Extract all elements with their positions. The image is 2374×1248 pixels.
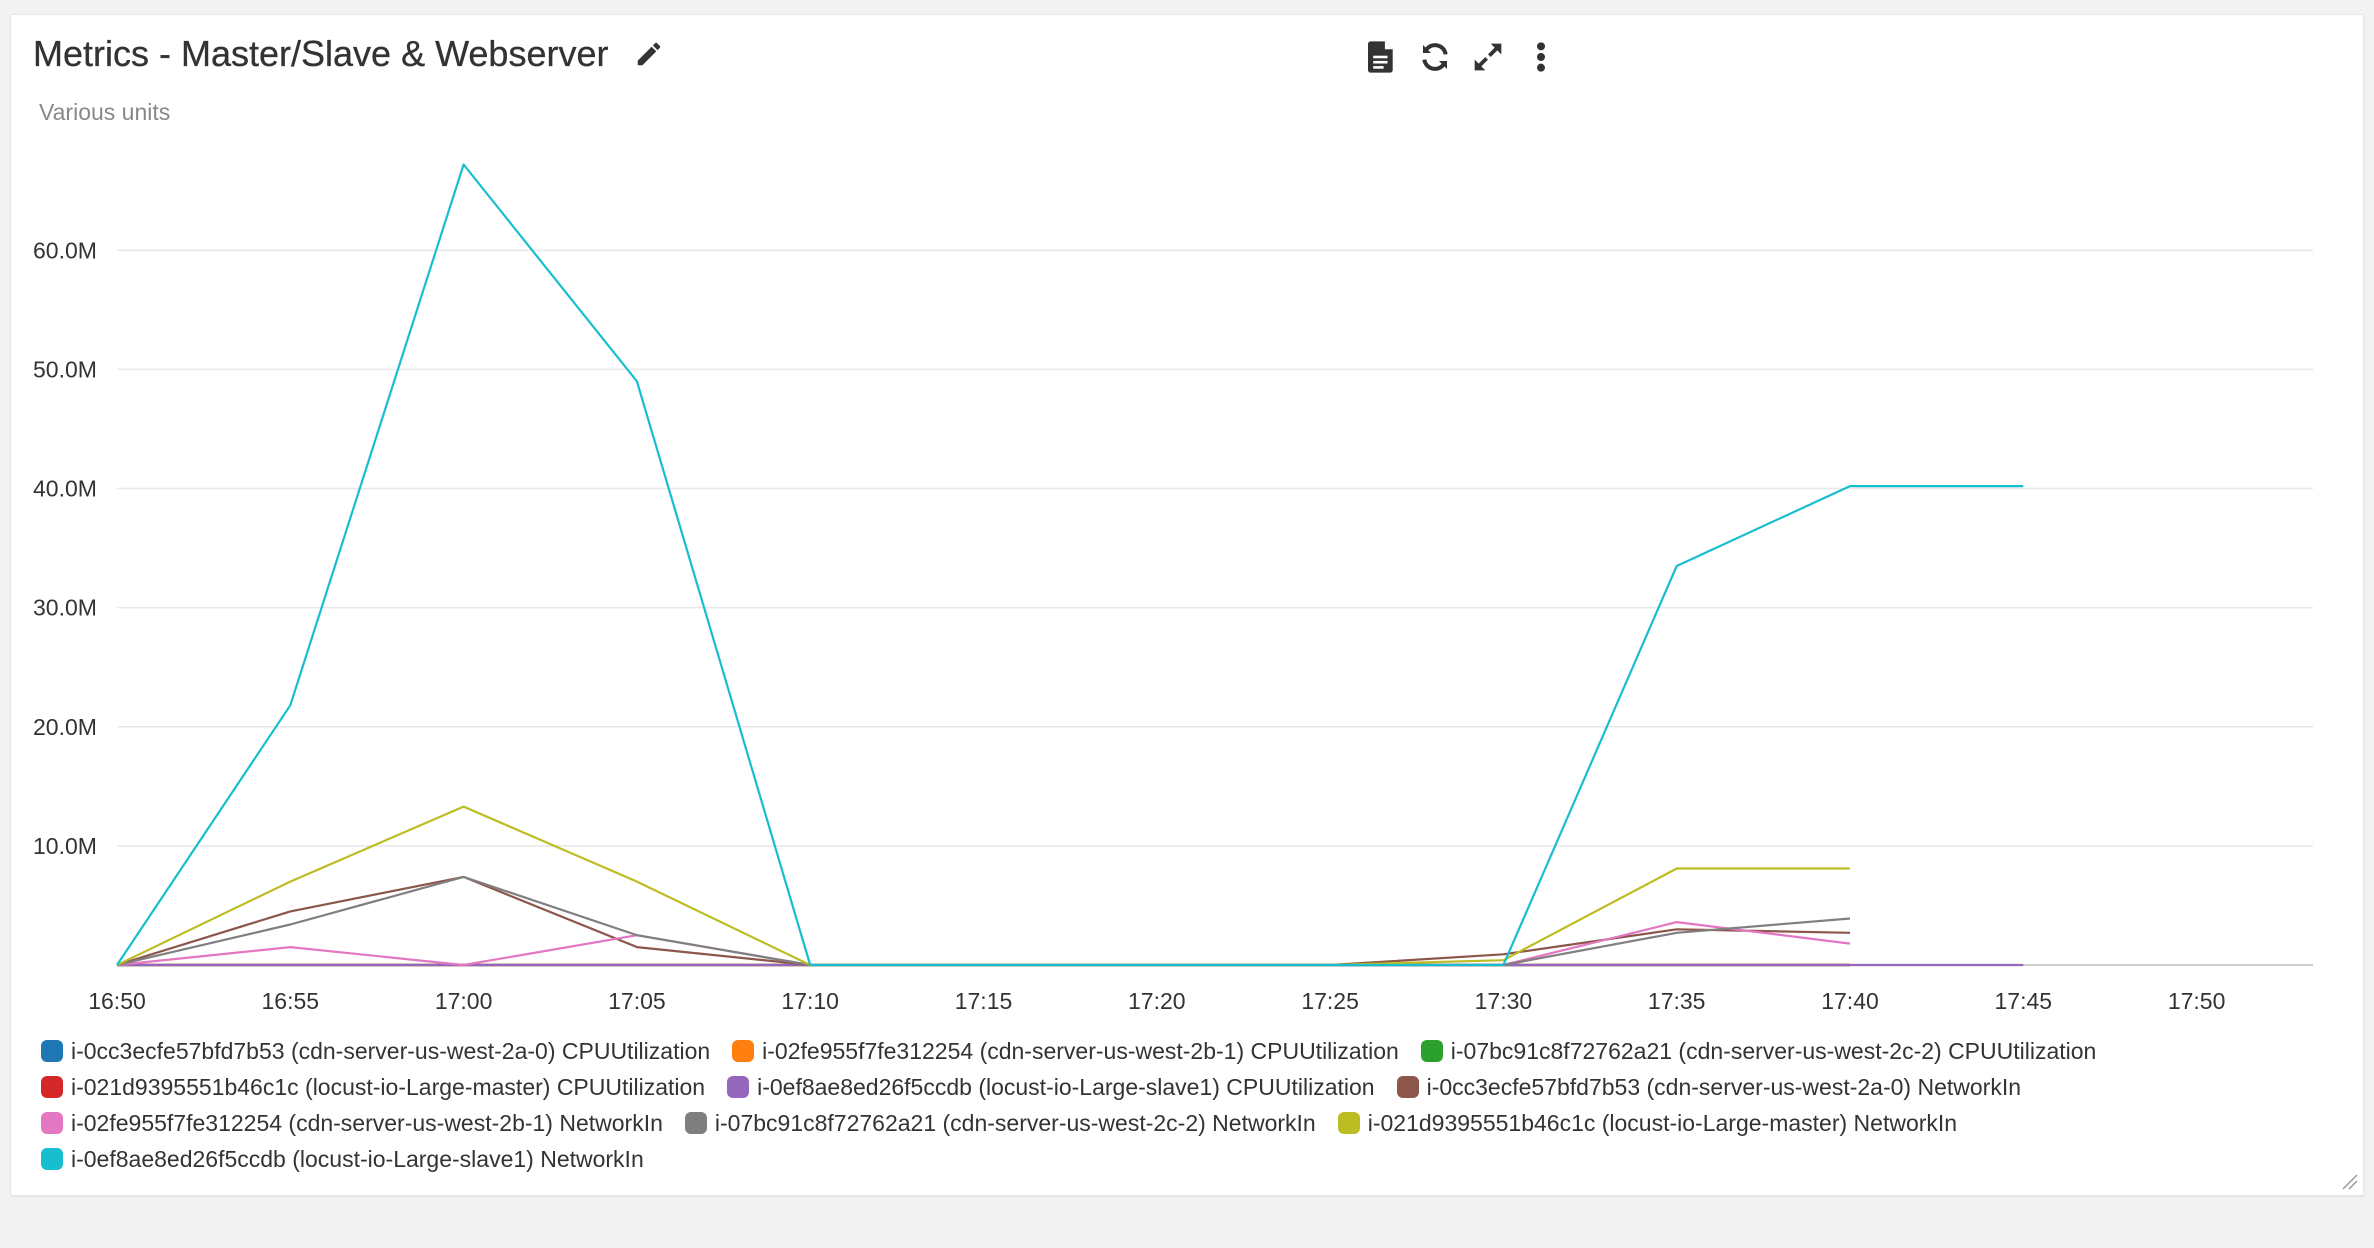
x-tick-label: 17:45 bbox=[1995, 988, 2053, 1014]
legend-label: i-021d9395551b46c1c (locust-io-Large-mas… bbox=[1367, 1109, 1958, 1136]
pencil-icon[interactable] bbox=[634, 39, 664, 69]
legend-label: i-02fe955f7fe312254 (cdn-server-us-west-… bbox=[71, 1109, 663, 1136]
grid-lines bbox=[117, 249, 2313, 847]
legend-swatch bbox=[41, 1040, 63, 1062]
legend-swatch bbox=[732, 1040, 755, 1062]
legend-item[interactable]: i-021d9395551b46c1c (locust-io-Large-mas… bbox=[41, 1074, 705, 1101]
y-tick-label: 60.0M bbox=[33, 237, 97, 263]
x-tick-label: 17:00 bbox=[435, 988, 493, 1014]
more-vertical-icon[interactable] bbox=[1521, 37, 1561, 77]
legend-label: i-0ef8ae8ed26f5ccdb (locust-io-Large-sla… bbox=[757, 1073, 1375, 1100]
legend-swatch bbox=[1396, 1076, 1419, 1098]
legend-swatch bbox=[41, 1148, 63, 1170]
widget-title: Metrics - Master/Slave & Webserver bbox=[33, 33, 609, 74]
refresh-icon[interactable] bbox=[1415, 37, 1455, 77]
legend-item[interactable]: i-021d9395551b46c1c (locust-io-Large-mas… bbox=[1337, 1109, 1958, 1137]
legend-label: i-02fe955f7fe312254 (cdn-server-us-west-… bbox=[762, 1037, 1399, 1064]
x-tick-label: 17:15 bbox=[955, 988, 1013, 1014]
legend-label: i-021d9395551b46c1c (locust-io-Large-mas… bbox=[71, 1073, 706, 1100]
series-lines bbox=[116, 163, 2024, 967]
legend-row: i-021d9395551b46c1c (locust-io-Large-mas… bbox=[41, 1069, 2341, 1105]
legend-label: i-0cc3ecfe57bfd7b53 (cdn-server-us-west-… bbox=[71, 1037, 711, 1064]
document-icon[interactable] bbox=[1361, 37, 1401, 77]
legend-label: i-07bc91c8f72762a21 (cdn-server-us-west-… bbox=[714, 1109, 1316, 1136]
x-tick-label: 16:50 bbox=[88, 988, 146, 1014]
legend-item[interactable]: i-0ef8ae8ed26f5ccdb (locust-io-Large-sla… bbox=[41, 1146, 644, 1173]
series-line-7 bbox=[116, 920, 1851, 967]
widget-header: Metrics - Master/Slave & Webserver bbox=[33, 29, 664, 79]
legend-row: i-02fe955f7fe312254 (cdn-server-us-west-… bbox=[41, 1105, 2341, 1141]
y-tick-label: 10.0M bbox=[33, 833, 97, 859]
legend-swatch bbox=[727, 1076, 750, 1098]
legend-swatch bbox=[1337, 1112, 1360, 1134]
expand-icon[interactable] bbox=[1468, 37, 1508, 77]
legend-item[interactable]: i-0cc3ecfe57bfd7b53 (cdn-server-us-west-… bbox=[1396, 1073, 2021, 1101]
resize-handle-icon[interactable] bbox=[2339, 1171, 2359, 1191]
legend-swatch bbox=[41, 1112, 63, 1134]
legend-item[interactable]: i-0cc3ecfe57bfd7b53 (cdn-server-us-west-… bbox=[41, 1038, 710, 1065]
x-tick-label: 17:50 bbox=[2168, 988, 2226, 1014]
legend-row: i-0cc3ecfe57bfd7b53 (cdn-server-us-west-… bbox=[41, 1033, 2341, 1069]
x-tick-label: 16:55 bbox=[262, 988, 320, 1014]
legend-item[interactable]: i-07bc91c8f72762a21 (cdn-server-us-west-… bbox=[684, 1109, 1316, 1137]
legend-item[interactable]: i-07bc91c8f72762a21 (cdn-server-us-west-… bbox=[1420, 1037, 2097, 1065]
x-tick-label: 17:40 bbox=[1821, 988, 1879, 1014]
legend-label: i-0cc3ecfe57bfd7b53 (cdn-server-us-west-… bbox=[1426, 1073, 2021, 1100]
y-tick-label: 20.0M bbox=[33, 714, 97, 740]
y-tick-label: 50.0M bbox=[33, 356, 97, 382]
series-line-10 bbox=[116, 163, 2024, 967]
legend-row: i-0ef8ae8ed26f5ccdb (locust-io-Large-sla… bbox=[41, 1141, 2341, 1177]
x-tick-label: 17:10 bbox=[781, 988, 839, 1014]
x-tick-label: 17:30 bbox=[1475, 988, 1533, 1014]
x-tick-label: 17:35 bbox=[1648, 988, 1706, 1014]
legend-item[interactable]: i-0ef8ae8ed26f5ccdb (locust-io-Large-sla… bbox=[727, 1073, 1375, 1101]
legend-item[interactable]: i-02fe955f7fe312254 (cdn-server-us-west-… bbox=[41, 1110, 663, 1137]
y-tick-label: 30.0M bbox=[33, 595, 97, 621]
units-label: Various units bbox=[39, 99, 171, 125]
series-line-8 bbox=[116, 875, 1851, 967]
legend-swatch bbox=[1420, 1040, 1443, 1062]
x-tick-label: 17:20 bbox=[1128, 988, 1186, 1014]
x-tick-label: 17:25 bbox=[1301, 988, 1359, 1014]
x-tick-label: 17:05 bbox=[608, 988, 666, 1014]
line-chart: 10.0M 20.0M 30.0M 40.0M 50.0M 60.0M 16:50 16:55… bbox=[33, 163, 2313, 1014]
metrics-widget: Metrics - Master/Slave & Webserver Vario… bbox=[10, 14, 2364, 1196]
y-tick-label: 40.0M bbox=[33, 476, 97, 502]
chart-legend: i-0cc3ecfe57bfd7b53 (cdn-server-us-west-… bbox=[41, 1033, 2341, 1177]
legend-item[interactable]: i-02fe955f7fe312254 (cdn-server-us-west-… bbox=[732, 1038, 1399, 1065]
legend-swatch bbox=[41, 1076, 63, 1098]
series-line-6 bbox=[116, 875, 1851, 967]
tick-labels: 10.0M 20.0M 30.0M 40.0M 50.0M 60.0M 16:50 16:55… bbox=[33, 237, 2225, 1014]
legend-label: i-0ef8ae8ed26f5ccdb (locust-io-Large-sla… bbox=[71, 1145, 644, 1172]
legend-label: i-07bc91c8f72762a21 (cdn-server-us-west-… bbox=[1450, 1037, 2097, 1064]
legend-swatch bbox=[684, 1112, 707, 1134]
